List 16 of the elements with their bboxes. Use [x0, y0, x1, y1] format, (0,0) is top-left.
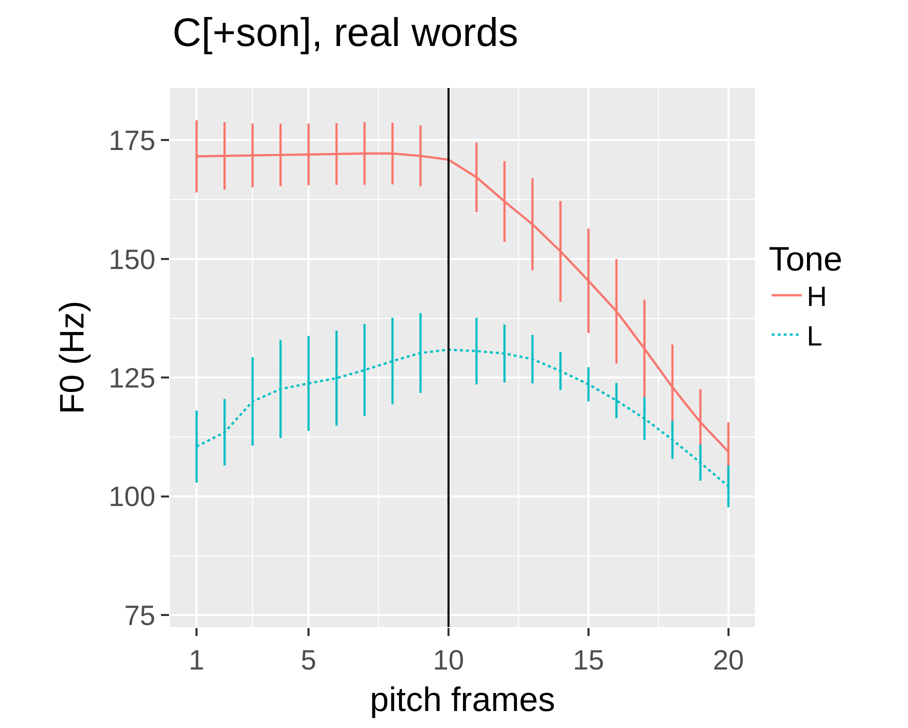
- y-tick-label: 150: [108, 244, 156, 275]
- x-tick-label: 10: [432, 644, 464, 676]
- y-tick-label: 175: [108, 125, 156, 156]
- legend-title: Tone: [768, 240, 842, 279]
- chart-title: C[+son], real words: [172, 11, 518, 56]
- x-tick-label: 5: [300, 644, 316, 676]
- x-axis-title: pitch frames: [370, 680, 556, 719]
- y-tick-label: 75: [124, 600, 156, 631]
- x-tick-label: 15: [572, 644, 604, 676]
- y-tick-label: 125: [108, 362, 156, 394]
- legend-label: L: [806, 320, 822, 352]
- y-tick-label: 100: [108, 481, 156, 512]
- y-axis-title: F0 (Hz): [53, 300, 92, 414]
- x-tick-label: 1: [188, 644, 204, 676]
- x-tick-label: 20: [712, 644, 744, 676]
- legend-label: H: [806, 281, 827, 312]
